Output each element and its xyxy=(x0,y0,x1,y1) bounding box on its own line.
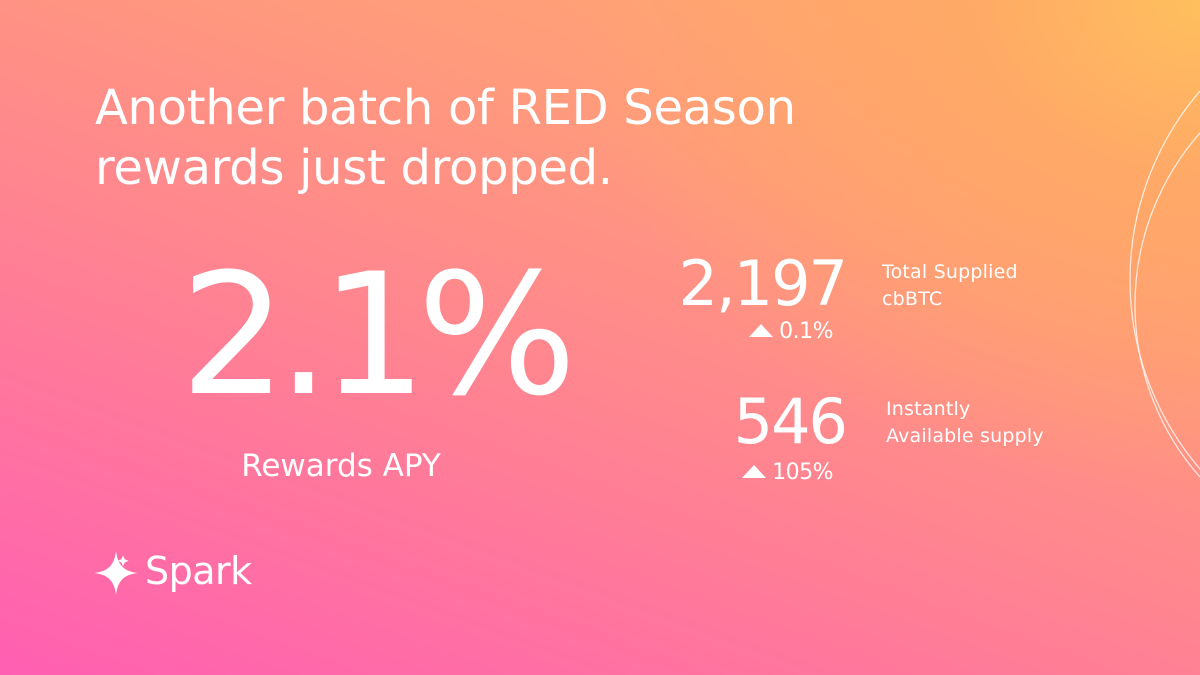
available-supply-delta: 105% xyxy=(663,459,833,487)
decorative-arc-outer xyxy=(1129,90,1200,470)
available-supply-label: Instantly Available supply xyxy=(886,396,1044,450)
decorative-arc-inner xyxy=(1134,132,1200,478)
total-supplied-label: Total Supplied cbBTC xyxy=(882,259,1018,313)
total-supplied-value: 2,197 xyxy=(678,247,849,320)
brand-name: Spark xyxy=(145,549,252,593)
available-supply-label-line-2: Available supply xyxy=(886,425,1044,447)
available-supply-value: 546 xyxy=(733,385,848,458)
total-supplied-delta: 0.1% xyxy=(663,318,833,346)
rewards-apy-value: 2.1% xyxy=(180,237,577,433)
headline: Another batch of RED Season rewards just… xyxy=(95,78,796,198)
spark-star-icon xyxy=(94,551,138,595)
up-triangle-icon xyxy=(742,464,767,478)
total-supplied-label-line-1: Total Supplied xyxy=(882,261,1018,283)
headline-line-1: Another batch of RED Season xyxy=(95,80,796,136)
headline-line-2: rewards just dropped. xyxy=(95,140,613,196)
available-supply-label-line-1: Instantly xyxy=(886,398,971,420)
up-triangle-icon xyxy=(749,323,774,337)
total-supplied-delta-text: 0.1% xyxy=(779,319,833,344)
available-supply-delta-text: 105% xyxy=(772,460,833,485)
rewards-apy-label: Rewards APY xyxy=(241,448,441,484)
total-supplied-label-line-2: cbBTC xyxy=(882,288,943,310)
